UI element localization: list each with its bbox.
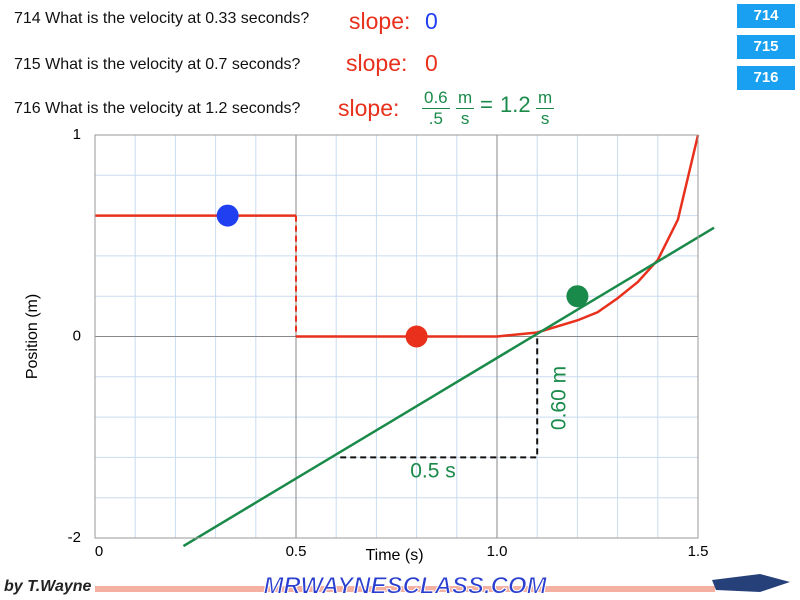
- slope-label: slope:: [349, 8, 411, 34]
- plot-frame: [94, 134, 699, 539]
- x-tick-label: 1.0: [487, 543, 508, 560]
- unit-top: m: [536, 88, 555, 109]
- series-line: [95, 134, 700, 338]
- series-line: [340, 336, 539, 459]
- y-tick-label: 0: [73, 327, 81, 344]
- answer: 0: [425, 8, 438, 34]
- fraction: 0.6.5: [422, 88, 450, 129]
- x-axis-label: Time (s): [365, 547, 423, 564]
- jet-icon: [712, 574, 790, 592]
- button[interactable]: 714: [737, 4, 795, 28]
- unit-top: m: [456, 88, 475, 109]
- button[interactable]: 715: [737, 35, 795, 59]
- answer: 0: [425, 50, 438, 76]
- result: 1.2: [500, 92, 531, 117]
- annotation: 0.60 m: [548, 366, 571, 430]
- point: [405, 325, 428, 348]
- series-line: [182, 226, 715, 548]
- y-tick-label: -2: [68, 529, 81, 546]
- denominator: .5: [428, 109, 443, 128]
- unit-bottom: s: [540, 109, 550, 128]
- author: by T.Wayne: [4, 578, 92, 595]
- question: 715 What is the velocity at 0.7 seconds?: [14, 56, 301, 73]
- slope-label: slope:: [338, 95, 400, 121]
- x-tick-label: 1.5: [688, 543, 709, 560]
- equals: =: [480, 92, 493, 117]
- y-tick-label: 1: [73, 126, 81, 143]
- unit-bottom: s: [460, 109, 470, 128]
- question: 716 What is the velocity at 1.2 seconds?: [14, 100, 301, 117]
- x-tick-label: 0: [95, 543, 103, 560]
- footer-stripe: [95, 586, 715, 592]
- slope-label: slope:: [346, 50, 408, 76]
- y-axis-label: Position (m): [24, 294, 41, 379]
- button[interactable]: 716: [737, 66, 795, 90]
- numerator: 0.6: [422, 88, 450, 109]
- question: 714 What is the velocity at 0.33 seconds…: [14, 10, 310, 27]
- annotation: 0.5 s: [410, 460, 456, 483]
- point: [566, 285, 589, 308]
- x-tick-label: 0.5: [286, 543, 307, 560]
- site-logo: MRWAYNESCLASS.COM: [263, 572, 547, 599]
- point: [216, 204, 239, 227]
